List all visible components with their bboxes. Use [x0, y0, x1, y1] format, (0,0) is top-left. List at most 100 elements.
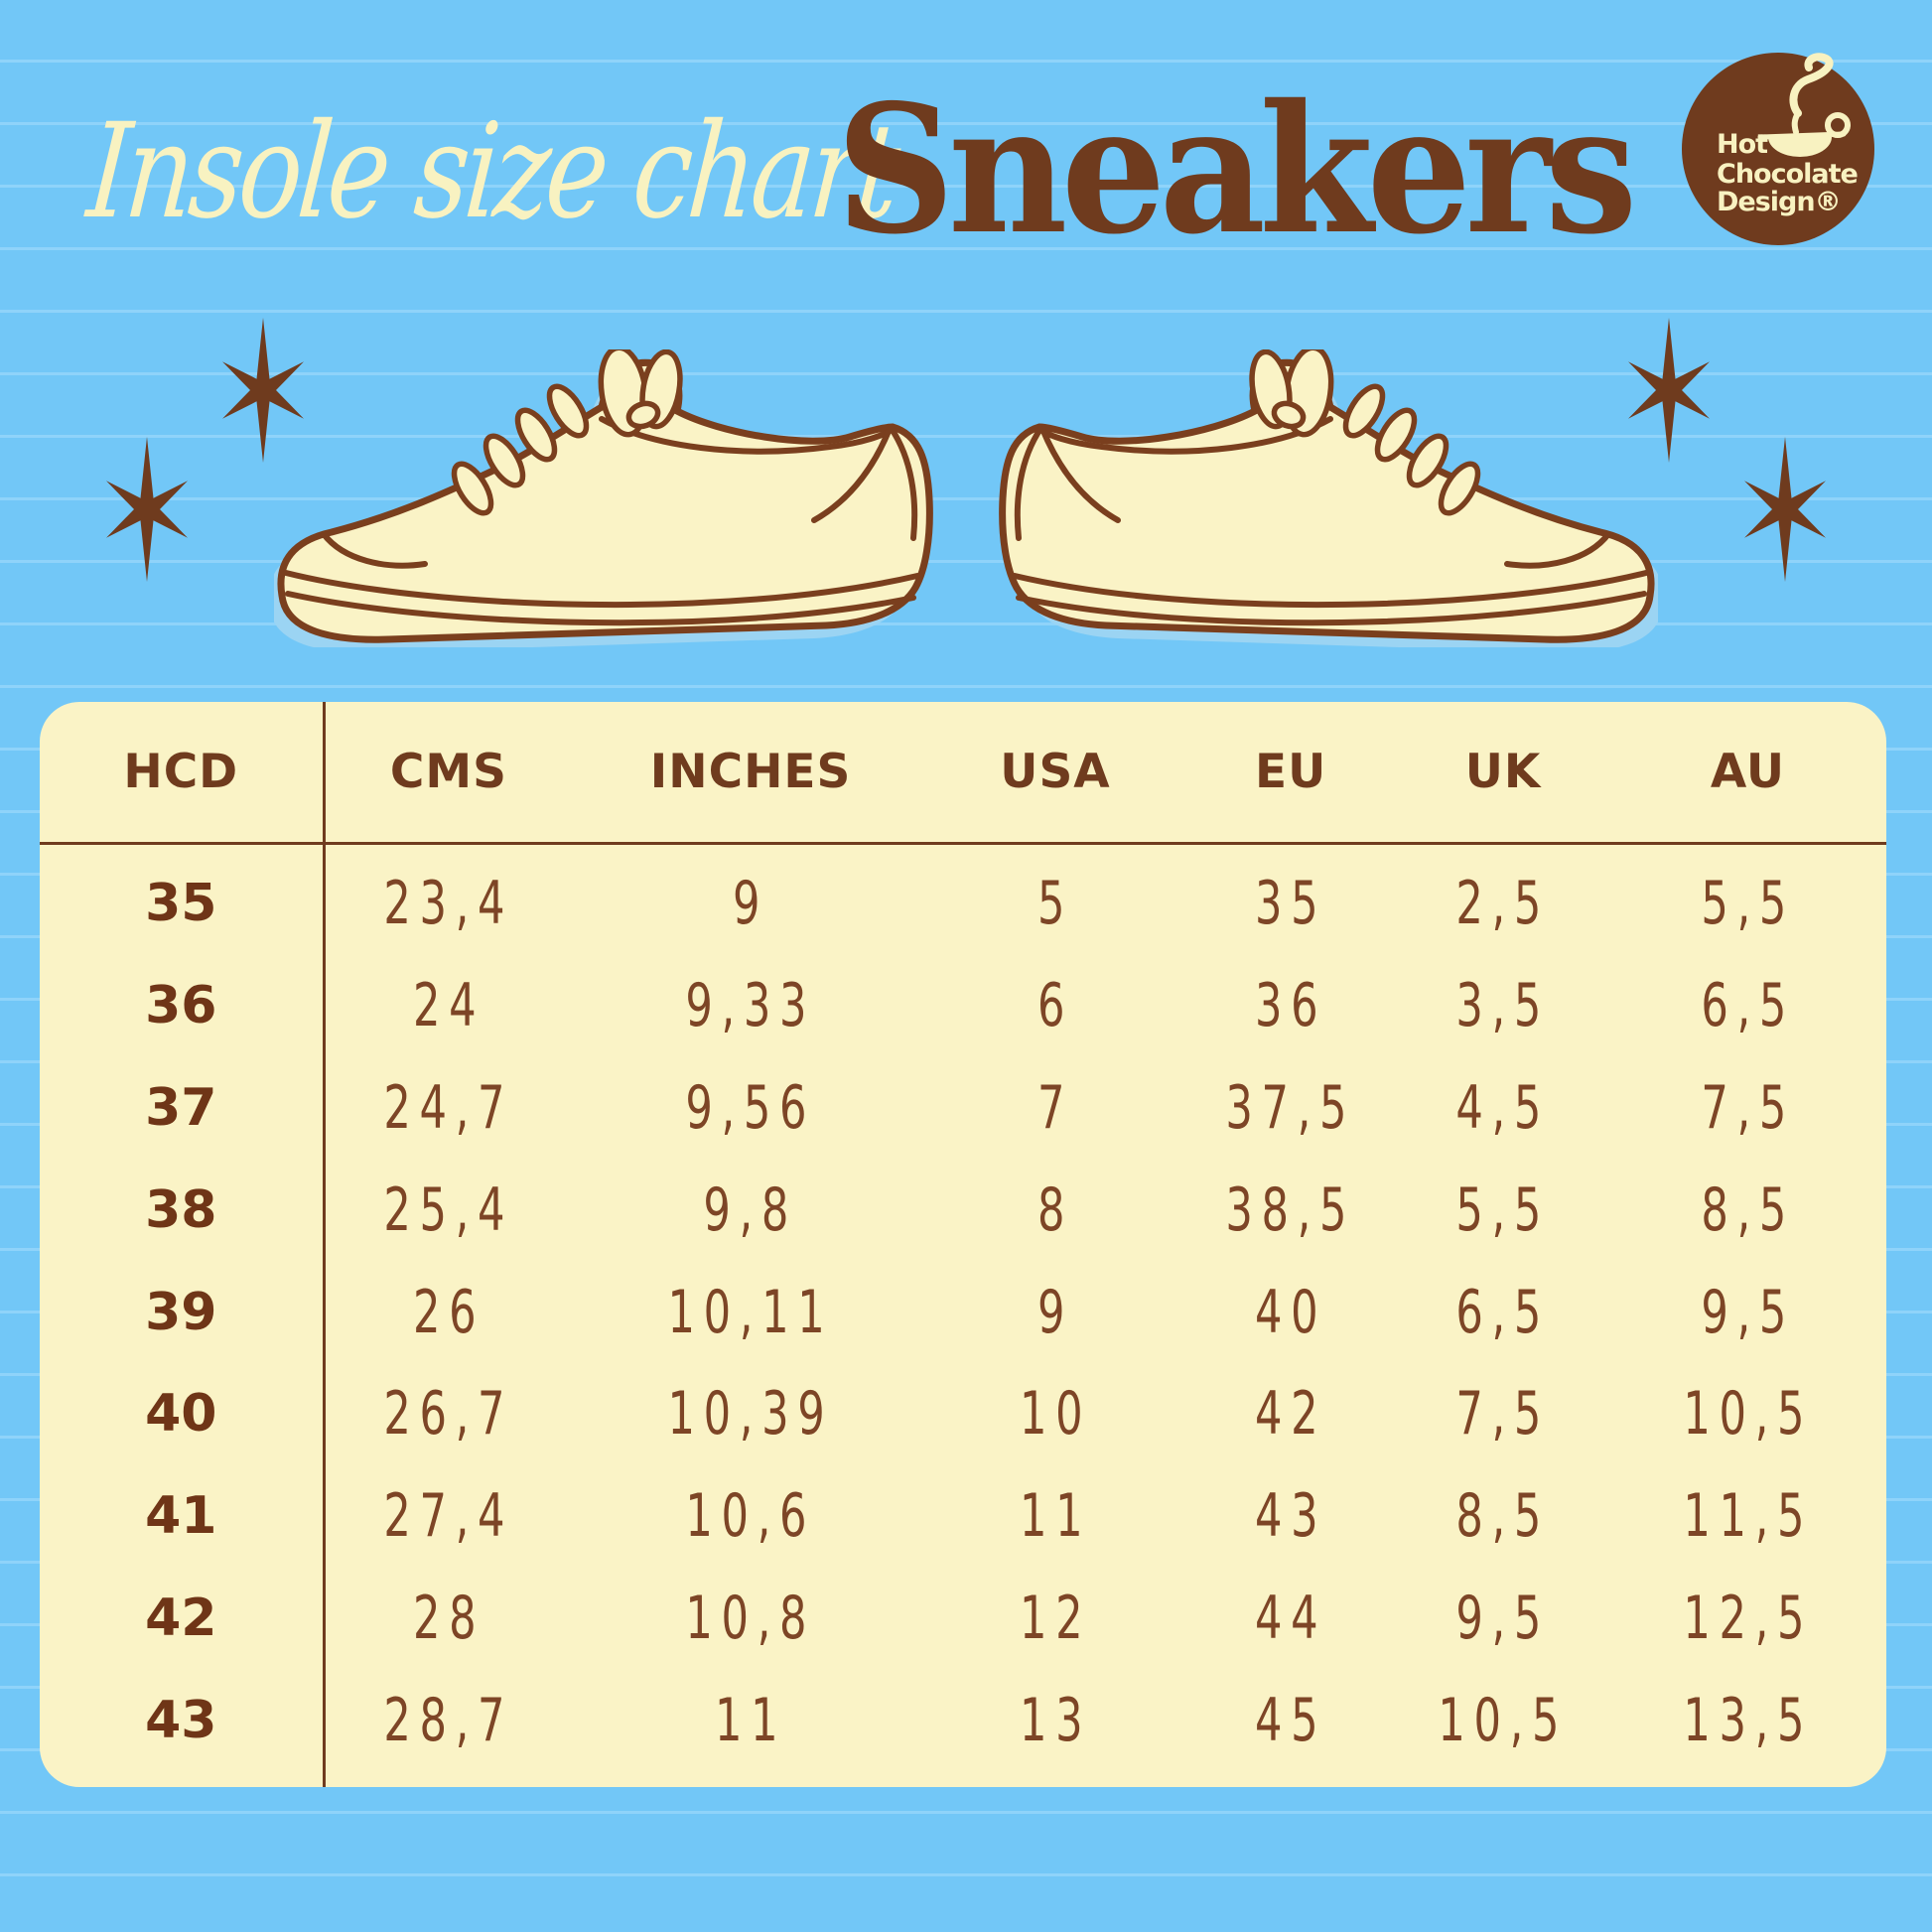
table-cell-hcd: 36 — [145, 976, 217, 1036]
logo-text-line1: Hot — [1717, 129, 1768, 160]
table-cell-eu: 37,5 — [1225, 1072, 1356, 1143]
column-header-eu: EU — [1254, 745, 1327, 799]
table-cell-eu: 43 — [1254, 1481, 1327, 1552]
table-cell-uk: 8,5 — [1455, 1481, 1551, 1552]
table-cell-au: 13,5 — [1683, 1685, 1813, 1755]
table-cell-uk: 10,5 — [1438, 1685, 1569, 1755]
sparkle-star-right-lower — [1744, 437, 1826, 582]
table-row-size-35: 35 23,4 9 5 35 2,5 5,5 — [40, 853, 1886, 955]
logo-text-line2: Chocolate — [1717, 159, 1858, 190]
table-cell-inches: 10,11 — [667, 1277, 834, 1347]
table-row-size-39: 39 26 10,11 9 40 6,5 9,5 — [40, 1261, 1886, 1363]
table-cell-cms: 26,7 — [383, 1379, 514, 1449]
table-body: 35 23,4 9 5 35 2,5 5,5 36 24 9,33 6 36 3,5 6,5 37 24,7 9… — [40, 853, 1886, 1771]
table-cell-au: 9,5 — [1701, 1277, 1795, 1347]
table-cell-eu: 38,5 — [1225, 1174, 1356, 1245]
brand-logo: Hot Chocolate Design® — [1682, 53, 1874, 245]
table-cell-cms: 25,4 — [383, 1174, 514, 1245]
table-cell-eu: 45 — [1254, 1685, 1327, 1755]
table-cell-usa: 7 — [1036, 1072, 1074, 1143]
sneaker-illustration-left — [274, 349, 933, 647]
table-cell-cms: 28 — [412, 1583, 485, 1653]
sole-stripe-lower — [285, 591, 916, 626]
column-header-au: AU — [1710, 745, 1785, 799]
table-cell-usa: 12 — [1019, 1583, 1092, 1653]
table-cell-inches: 9,56 — [685, 1072, 816, 1143]
table-cell-hcd: 42 — [145, 1587, 217, 1648]
table-cell-usa: 8 — [1036, 1174, 1074, 1245]
table-cell-eu: 40 — [1254, 1277, 1327, 1347]
table-cell-eu: 42 — [1254, 1379, 1327, 1449]
table-cell-inches: 10,39 — [667, 1379, 834, 1449]
table-row-size-42: 42 28 10,8 12 44 9,5 12,5 — [40, 1567, 1886, 1669]
table-cell-au: 6,5 — [1701, 971, 1795, 1041]
poster-title: Sneakers — [836, 66, 1637, 273]
table-cell-uk: 7,5 — [1455, 1379, 1551, 1449]
table-cell-cms: 26 — [412, 1277, 485, 1347]
table-cell-usa: 11 — [1019, 1481, 1092, 1552]
table-cell-cms: 28,7 — [383, 1685, 514, 1755]
table-cell-hcd: 38 — [145, 1179, 217, 1240]
table-cell-au: 7,5 — [1701, 1072, 1795, 1143]
table-cell-cms: 27,4 — [383, 1481, 514, 1552]
table-cell-usa: 13 — [1019, 1685, 1092, 1755]
table-cell-inches: 11 — [714, 1685, 787, 1755]
sparkle-star-right-upper — [1628, 318, 1710, 463]
table-cell-usa: 5 — [1036, 869, 1074, 939]
table-cell-usa: 9 — [1036, 1277, 1074, 1347]
table-row-size-43: 43 28,7 11 13 45 10,5 13,5 — [40, 1669, 1886, 1771]
table-cell-hcd: 37 — [145, 1077, 217, 1138]
table-cell-uk: 3,5 — [1455, 971, 1551, 1041]
table-cell-eu: 35 — [1254, 869, 1327, 939]
collar-edge — [811, 426, 893, 523]
table-cell-inches: 10,8 — [685, 1583, 816, 1653]
logo-text-line3: Design® — [1717, 187, 1841, 217]
sparkle-star-left-lower — [106, 437, 188, 582]
table-row-size-37: 37 24,7 9,56 7 37,5 4,5 7,5 — [40, 1057, 1886, 1160]
table-cell-hcd: 43 — [145, 1690, 217, 1750]
table-row-size-40: 40 26,7 10,39 10 42 7,5 10,5 — [40, 1363, 1886, 1465]
hot-chocolate-cup-icon — [1757, 53, 1851, 157]
size-chart-table: HCD CMS INCHES USA EU UK AU 35 23,4 9 5 35 2,5 5,5 36… — [40, 702, 1886, 1787]
column-header-uk: UK — [1464, 745, 1542, 799]
table-cell-uk: 5,5 — [1455, 1174, 1551, 1245]
table-cell-usa: 6 — [1036, 971, 1074, 1041]
table-cell-au: 10,5 — [1683, 1379, 1813, 1449]
sparkle-star-left-upper — [222, 318, 304, 463]
table-cell-au: 8,5 — [1701, 1174, 1795, 1245]
sneaker-body — [277, 358, 933, 643]
table-cell-uk: 9,5 — [1455, 1583, 1551, 1653]
header-divider — [40, 842, 1886, 845]
table-cell-eu: 44 — [1254, 1583, 1327, 1653]
table-header-row: HCD CMS INCHES USA EU UK AU — [40, 702, 1886, 842]
table-cell-inches: 10,6 — [685, 1481, 816, 1552]
column-header-inches: INCHES — [649, 745, 852, 799]
table-cell-cms: 24,7 — [383, 1072, 514, 1143]
table-cell-usa: 10 — [1019, 1379, 1092, 1449]
table-cell-inches: 9,8 — [703, 1174, 798, 1245]
table-cell-inches: 9,33 — [685, 971, 816, 1041]
hcd-column-divider — [322, 702, 326, 1787]
table-cell-hcd: 40 — [145, 1384, 217, 1445]
table-cell-cms: 23,4 — [383, 869, 514, 939]
table-cell-hcd: 39 — [145, 1282, 217, 1342]
column-header-cms: CMS — [389, 745, 508, 799]
table-cell-au: 12,5 — [1683, 1583, 1813, 1653]
table-cell-uk: 4,5 — [1455, 1072, 1551, 1143]
table-cell-au: 11,5 — [1683, 1481, 1813, 1552]
topline-seam — [599, 416, 893, 455]
table-cell-hcd: 35 — [145, 874, 217, 934]
table-row-size-36: 36 24 9,33 6 36 3,5 6,5 — [40, 955, 1886, 1057]
table-cell-hcd: 41 — [145, 1486, 217, 1547]
heel-seam — [889, 426, 918, 541]
sneaker-illustration-right — [983, 349, 1658, 647]
table-cell-cms: 24 — [412, 971, 485, 1041]
sole-stripe-upper — [283, 570, 920, 609]
table-cell-au: 5,5 — [1701, 869, 1795, 939]
toe-cap-seam — [321, 531, 428, 569]
lace-loops — [451, 349, 683, 516]
table-row-size-38: 38 25,4 9,8 8 38,5 5,5 8,5 — [40, 1159, 1886, 1261]
table-row-size-41: 41 27,4 10,6 11 43 8,5 11,5 — [40, 1465, 1886, 1568]
column-header-hcd: HCD — [123, 745, 239, 799]
